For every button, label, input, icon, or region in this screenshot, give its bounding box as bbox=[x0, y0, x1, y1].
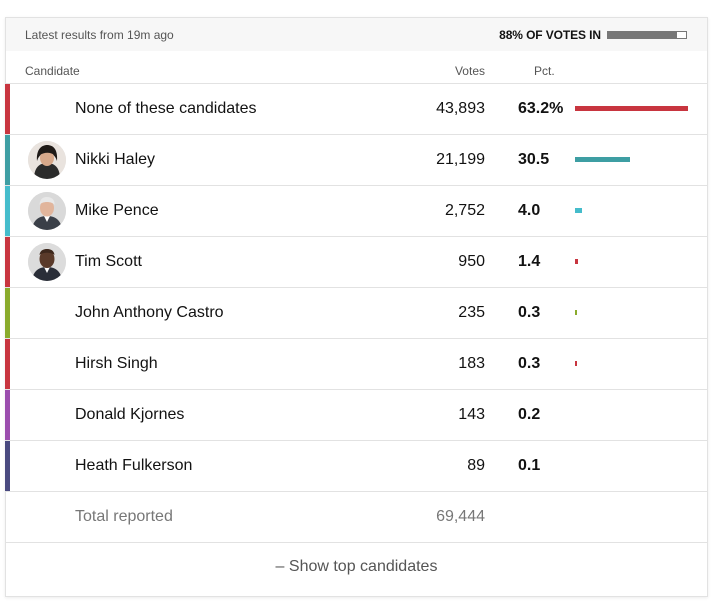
candidate-votes: 950 bbox=[458, 253, 485, 270]
candidate-row: Tim Scott 950 1.4 bbox=[5, 237, 707, 288]
pct-bar bbox=[575, 259, 578, 264]
candidate-pct: 30.5 bbox=[518, 151, 550, 168]
reporting-progress-bar bbox=[607, 31, 687, 39]
candidate-pct: 0.2 bbox=[518, 406, 541, 423]
party-color-stripe bbox=[5, 390, 10, 440]
candidate-name: Nikki Haley bbox=[75, 151, 156, 168]
show-top-candidates-button[interactable]: – Show top candidates bbox=[275, 558, 438, 575]
candidate-row: John Anthony Castro 235 0.3 bbox=[5, 288, 707, 339]
candidate-votes: 143 bbox=[458, 406, 485, 423]
candidate-name: Tim Scott bbox=[75, 253, 142, 270]
candidate-row: Mike Pence 2,752 4.0 bbox=[5, 186, 707, 237]
candidate-row: Hirsh Singh 183 0.3 bbox=[5, 339, 707, 390]
reporting-status: 88% OF VOTES IN bbox=[499, 28, 687, 42]
candidate-row: Heath Fulkerson 89 0.1 bbox=[5, 441, 707, 492]
pct-bar bbox=[575, 157, 630, 162]
candidate-avatar bbox=[28, 192, 66, 230]
candidate-votes: 235 bbox=[458, 304, 485, 321]
candidate-row: Donald Kjornes 143 0.2 bbox=[5, 390, 707, 441]
table-header: Candidate Votes Pct. bbox=[6, 51, 707, 84]
candidate-votes: 21,199 bbox=[436, 151, 485, 168]
candidate-name: Mike Pence bbox=[75, 202, 159, 219]
column-header-pct: Pct. bbox=[534, 64, 555, 78]
party-color-stripe bbox=[5, 84, 10, 134]
candidate-pct: 0.1 bbox=[518, 457, 541, 474]
party-color-stripe bbox=[5, 441, 10, 491]
column-header-candidate: Candidate bbox=[25, 64, 80, 78]
candidate-votes: 89 bbox=[467, 457, 485, 474]
results-card: Latest results from 19m ago 88% OF VOTES… bbox=[5, 17, 708, 597]
results-topbar: Latest results from 19m ago 88% OF VOTES… bbox=[6, 18, 707, 51]
candidate-votes: 43,893 bbox=[436, 100, 485, 117]
total-label: Total reported bbox=[75, 508, 173, 525]
pct-bar bbox=[575, 106, 688, 111]
party-color-stripe bbox=[5, 186, 10, 236]
party-color-stripe bbox=[5, 339, 10, 389]
total-row: Total reported 69,444 bbox=[6, 492, 707, 543]
pct-bar bbox=[575, 310, 577, 315]
party-color-stripe bbox=[5, 288, 10, 338]
pct-bar bbox=[575, 361, 577, 366]
candidate-pct: 0.3 bbox=[518, 304, 541, 321]
candidate-pct: 4.0 bbox=[518, 202, 541, 219]
candidate-pct: 63.2% bbox=[518, 100, 564, 117]
candidate-list: None of these candidates 43,893 63.2% Nikki… bbox=[5, 84, 707, 492]
reporting-progress-fill bbox=[608, 32, 677, 38]
pct-bar bbox=[575, 208, 583, 213]
candidate-name: Donald Kjornes bbox=[75, 406, 185, 423]
candidate-avatar bbox=[28, 243, 66, 281]
column-header-votes: Votes bbox=[454, 64, 485, 78]
candidate-votes: 2,752 bbox=[444, 202, 485, 219]
candidate-row: None of these candidates 43,893 63.2% bbox=[5, 84, 707, 135]
total-votes: 69,444 bbox=[436, 508, 485, 525]
reporting-label: 88% OF VOTES IN bbox=[499, 28, 601, 42]
candidate-row: Nikki Haley 21,199 30.5 bbox=[5, 135, 707, 186]
candidate-votes: 183 bbox=[458, 355, 485, 372]
candidate-name: Hirsh Singh bbox=[75, 355, 158, 372]
party-color-stripe bbox=[5, 135, 10, 185]
candidate-avatar bbox=[28, 141, 66, 179]
candidate-name: Heath Fulkerson bbox=[75, 457, 193, 474]
candidate-name: None of these candidates bbox=[75, 100, 257, 117]
party-color-stripe bbox=[5, 237, 10, 287]
candidate-pct: 0.3 bbox=[518, 355, 541, 372]
updated-timestamp: Latest results from 19m ago bbox=[25, 28, 174, 42]
candidate-pct: 1.4 bbox=[518, 253, 541, 270]
candidate-name: John Anthony Castro bbox=[75, 304, 224, 321]
